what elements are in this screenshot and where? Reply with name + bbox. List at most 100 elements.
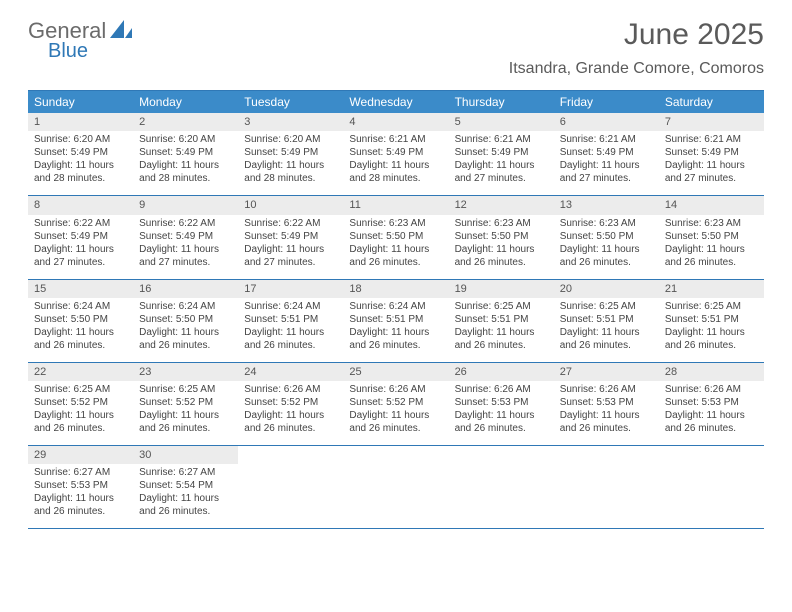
- sunset-line: Sunset: 5:49 PM: [139, 230, 232, 243]
- sunset-line: Sunset: 5:49 PM: [139, 146, 232, 159]
- header: General Blue June 2025 Itsandra, Grande …: [0, 0, 792, 84]
- day-body: Sunrise: 6:23 AMSunset: 5:50 PMDaylight:…: [554, 215, 659, 279]
- day-cell: 11Sunrise: 6:23 AMSunset: 5:50 PMDayligh…: [343, 196, 448, 278]
- day-number: 3: [238, 113, 343, 131]
- sunset-line: Sunset: 5:53 PM: [665, 396, 758, 409]
- sunrise-line: Sunrise: 6:26 AM: [455, 383, 548, 396]
- sunrise-line: Sunrise: 6:24 AM: [244, 300, 337, 313]
- day-body: Sunrise: 6:25 AMSunset: 5:52 PMDaylight:…: [28, 381, 133, 445]
- day-body: Sunrise: 6:26 AMSunset: 5:53 PMDaylight:…: [554, 381, 659, 445]
- day-cell: 14Sunrise: 6:23 AMSunset: 5:50 PMDayligh…: [659, 196, 764, 278]
- sunrise-line: Sunrise: 6:21 AM: [665, 133, 758, 146]
- sunset-line: Sunset: 5:49 PM: [34, 146, 127, 159]
- day-cell: 18Sunrise: 6:24 AMSunset: 5:51 PMDayligh…: [343, 280, 448, 362]
- day-body: Sunrise: 6:22 AMSunset: 5:49 PMDaylight:…: [28, 215, 133, 279]
- day-body: Sunrise: 6:26 AMSunset: 5:52 PMDaylight:…: [238, 381, 343, 445]
- day-cell: 19Sunrise: 6:25 AMSunset: 5:51 PMDayligh…: [449, 280, 554, 362]
- day-cell: 15Sunrise: 6:24 AMSunset: 5:50 PMDayligh…: [28, 280, 133, 362]
- sunset-line: Sunset: 5:51 PM: [665, 313, 758, 326]
- sunrise-line: Sunrise: 6:25 AM: [665, 300, 758, 313]
- empty-cell: [659, 446, 764, 528]
- day-cell: 4Sunrise: 6:21 AMSunset: 5:49 PMDaylight…: [343, 113, 448, 195]
- day-body: Sunrise: 6:22 AMSunset: 5:49 PMDaylight:…: [133, 215, 238, 279]
- weekday-row: SundayMondayTuesdayWednesdayThursdayFrid…: [28, 91, 764, 113]
- sunset-line: Sunset: 5:49 PM: [665, 146, 758, 159]
- day-body: Sunrise: 6:26 AMSunset: 5:53 PMDaylight:…: [659, 381, 764, 445]
- day-number: 10: [238, 196, 343, 214]
- day-cell: 29Sunrise: 6:27 AMSunset: 5:53 PMDayligh…: [28, 446, 133, 528]
- day-body: Sunrise: 6:24 AMSunset: 5:51 PMDaylight:…: [238, 298, 343, 362]
- daylight-line: Daylight: 11 hours and 27 minutes.: [665, 159, 758, 185]
- sunset-line: Sunset: 5:50 PM: [455, 230, 548, 243]
- day-cell: 30Sunrise: 6:27 AMSunset: 5:54 PMDayligh…: [133, 446, 238, 528]
- sunset-line: Sunset: 5:49 PM: [455, 146, 548, 159]
- day-number: 28: [659, 363, 764, 381]
- week-row: 22Sunrise: 6:25 AMSunset: 5:52 PMDayligh…: [28, 363, 764, 446]
- day-body: Sunrise: 6:26 AMSunset: 5:53 PMDaylight:…: [449, 381, 554, 445]
- daylight-line: Daylight: 11 hours and 26 minutes.: [455, 326, 548, 352]
- sunset-line: Sunset: 5:49 PM: [244, 230, 337, 243]
- week-row: 1Sunrise: 6:20 AMSunset: 5:49 PMDaylight…: [28, 113, 764, 196]
- day-cell: 27Sunrise: 6:26 AMSunset: 5:53 PMDayligh…: [554, 363, 659, 445]
- weekday-friday: Friday: [554, 91, 659, 113]
- day-number: 7: [659, 113, 764, 131]
- day-body: Sunrise: 6:21 AMSunset: 5:49 PMDaylight:…: [659, 131, 764, 195]
- day-number: 18: [343, 280, 448, 298]
- daylight-line: Daylight: 11 hours and 26 minutes.: [349, 409, 442, 435]
- daylight-line: Daylight: 11 hours and 26 minutes.: [34, 409, 127, 435]
- sunrise-line: Sunrise: 6:27 AM: [139, 466, 232, 479]
- daylight-line: Daylight: 11 hours and 27 minutes.: [560, 159, 653, 185]
- sunset-line: Sunset: 5:49 PM: [244, 146, 337, 159]
- day-cell: 25Sunrise: 6:26 AMSunset: 5:52 PMDayligh…: [343, 363, 448, 445]
- daylight-line: Daylight: 11 hours and 27 minutes.: [455, 159, 548, 185]
- day-number: 8: [28, 196, 133, 214]
- empty-cell: [238, 446, 343, 528]
- daylight-line: Daylight: 11 hours and 26 minutes.: [34, 492, 127, 518]
- day-cell: 23Sunrise: 6:25 AMSunset: 5:52 PMDayligh…: [133, 363, 238, 445]
- daylight-line: Daylight: 11 hours and 26 minutes.: [560, 409, 653, 435]
- daylight-line: Daylight: 11 hours and 26 minutes.: [139, 492, 232, 518]
- day-body: Sunrise: 6:23 AMSunset: 5:50 PMDaylight:…: [343, 215, 448, 279]
- daylight-line: Daylight: 11 hours and 27 minutes.: [34, 243, 127, 269]
- day-cell: 1Sunrise: 6:20 AMSunset: 5:49 PMDaylight…: [28, 113, 133, 195]
- daylight-line: Daylight: 11 hours and 27 minutes.: [139, 243, 232, 269]
- day-body: Sunrise: 6:20 AMSunset: 5:49 PMDaylight:…: [28, 131, 133, 195]
- day-number: 21: [659, 280, 764, 298]
- day-number: 15: [28, 280, 133, 298]
- daylight-line: Daylight: 11 hours and 26 minutes.: [665, 243, 758, 269]
- day-body: Sunrise: 6:21 AMSunset: 5:49 PMDaylight:…: [554, 131, 659, 195]
- sunset-line: Sunset: 5:52 PM: [139, 396, 232, 409]
- week-row: 15Sunrise: 6:24 AMSunset: 5:50 PMDayligh…: [28, 280, 764, 363]
- day-body: Sunrise: 6:20 AMSunset: 5:49 PMDaylight:…: [133, 131, 238, 195]
- sunset-line: Sunset: 5:50 PM: [560, 230, 653, 243]
- day-cell: 22Sunrise: 6:25 AMSunset: 5:52 PMDayligh…: [28, 363, 133, 445]
- daylight-line: Daylight: 11 hours and 26 minutes.: [244, 409, 337, 435]
- calendar: SundayMondayTuesdayWednesdayThursdayFrid…: [28, 90, 764, 529]
- sunrise-line: Sunrise: 6:23 AM: [665, 217, 758, 230]
- sunrise-line: Sunrise: 6:24 AM: [139, 300, 232, 313]
- day-body: Sunrise: 6:24 AMSunset: 5:50 PMDaylight:…: [133, 298, 238, 362]
- day-number: 19: [449, 280, 554, 298]
- day-number: 4: [343, 113, 448, 131]
- daylight-line: Daylight: 11 hours and 28 minutes.: [244, 159, 337, 185]
- day-number: 29: [28, 446, 133, 464]
- day-number: 25: [343, 363, 448, 381]
- sunset-line: Sunset: 5:52 PM: [34, 396, 127, 409]
- day-cell: 2Sunrise: 6:20 AMSunset: 5:49 PMDaylight…: [133, 113, 238, 195]
- daylight-line: Daylight: 11 hours and 26 minutes.: [34, 326, 127, 352]
- sunrise-line: Sunrise: 6:21 AM: [455, 133, 548, 146]
- daylight-line: Daylight: 11 hours and 26 minutes.: [244, 326, 337, 352]
- daylight-line: Daylight: 11 hours and 26 minutes.: [665, 409, 758, 435]
- day-cell: 21Sunrise: 6:25 AMSunset: 5:51 PMDayligh…: [659, 280, 764, 362]
- sunset-line: Sunset: 5:51 PM: [349, 313, 442, 326]
- day-body: Sunrise: 6:21 AMSunset: 5:49 PMDaylight:…: [449, 131, 554, 195]
- empty-cell: [554, 446, 659, 528]
- sunset-line: Sunset: 5:53 PM: [455, 396, 548, 409]
- sunset-line: Sunset: 5:49 PM: [560, 146, 653, 159]
- day-number: 1: [28, 113, 133, 131]
- weekday-monday: Monday: [133, 91, 238, 113]
- sunset-line: Sunset: 5:49 PM: [349, 146, 442, 159]
- day-body: Sunrise: 6:25 AMSunset: 5:52 PMDaylight:…: [133, 381, 238, 445]
- sunrise-line: Sunrise: 6:20 AM: [244, 133, 337, 146]
- sunrise-line: Sunrise: 6:24 AM: [34, 300, 127, 313]
